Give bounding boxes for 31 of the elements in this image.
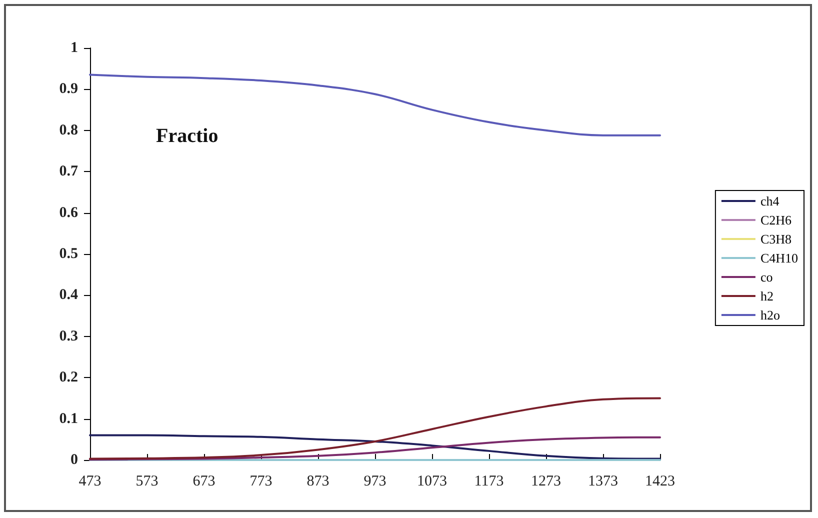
y-tick-label: 0 [70,452,78,468]
legend-label: C3H8 [760,232,792,246]
x-tick-label: 573 [136,474,158,490]
legend-label: ch4 [760,194,780,208]
y-tick-label: 0.4 [59,287,78,304]
x-tick-label: 1173 [474,474,504,490]
x-tick-label: 473 [78,474,102,490]
y-tick-label: 0.2 [59,370,78,386]
line-series [89,397,661,460]
x-tick-label: 773 [250,474,272,490]
x-tick-label: 1423 [645,474,675,490]
x-tick-label: 873 [306,474,330,490]
annotation: Fractio [156,125,218,147]
legend-label: C2H6 [760,212,792,228]
x-tick-label: 1273 [531,474,561,490]
y-tick-label: 0.5 [59,246,78,262]
legend-label: h2o [760,308,780,322]
y-tick-label: 0.1 [59,410,78,427]
y-tick-label: 0.6 [59,204,78,221]
x-tick-label: 1073 [417,474,447,490]
x-tick-label: 973 [364,474,386,490]
legend-label: h2 [760,288,774,304]
y-tick-label: 0.9 [59,81,78,98]
legend-label: C4H10 [760,250,798,266]
y-tick-label: 0.8 [59,122,78,138]
y-tick-label: 0.3 [59,328,78,344]
legend-label: co [760,270,773,284]
x-tick-label: 673 [192,474,216,490]
y-tick-label: 1 [70,40,78,56]
x-tick-label: 1373 [588,474,618,490]
y-tick-label: 0.7 [59,164,78,180]
